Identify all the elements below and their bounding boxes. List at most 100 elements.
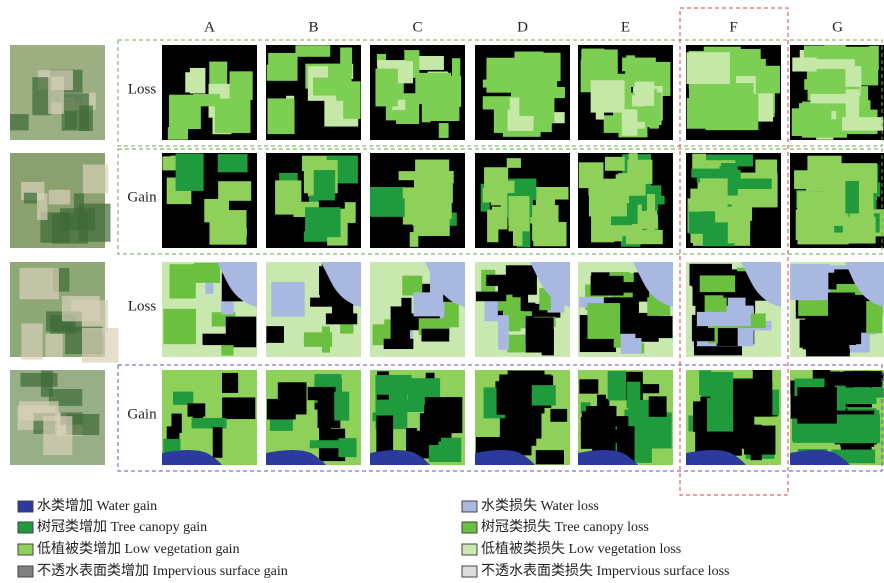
map-patch [736, 179, 772, 189]
legend-label: 低植被类增加 Low vegetation gain [37, 541, 240, 557]
map-patch [413, 292, 444, 316]
map-patch [498, 315, 509, 350]
map-patch [425, 428, 441, 441]
map-patch [622, 109, 638, 135]
map-patch [817, 81, 844, 89]
map-patch [626, 230, 663, 244]
map-patch [579, 379, 598, 393]
row-label: Gain [127, 406, 157, 422]
map-patch [308, 387, 336, 400]
map-patch [270, 99, 284, 124]
thumbnail-patch [49, 190, 71, 205]
map-patch [523, 303, 536, 312]
map-patch [491, 168, 508, 205]
map-patch [792, 108, 831, 136]
map-patch [507, 158, 521, 168]
map-patch [163, 309, 196, 344]
map-patch [635, 316, 672, 338]
map-patch [635, 82, 655, 106]
map-patch [513, 224, 522, 246]
map-patch [295, 45, 330, 57]
map-patch [587, 303, 620, 339]
column-label: D [517, 19, 528, 35]
map-patch [534, 89, 555, 123]
map-patch [171, 414, 181, 433]
map-patch [793, 434, 845, 442]
map-patch [629, 153, 638, 174]
legend-label: 低植被类损失 Low vegetation loss [481, 541, 681, 557]
map-patch [275, 180, 301, 214]
map-patch [697, 312, 751, 326]
thumbnail-patch [62, 296, 100, 321]
map-patch [188, 403, 206, 416]
map-patch [532, 205, 558, 241]
map-patch [415, 73, 451, 104]
map-patch [413, 207, 449, 236]
map-patch [512, 385, 532, 420]
thumbnail-patch [45, 334, 62, 357]
map-patch [173, 392, 193, 405]
legend-swatch [462, 501, 477, 512]
thumbnail-patch [65, 111, 77, 129]
thumbnail-patch [52, 214, 88, 244]
map-patch [310, 298, 332, 307]
map-patch [452, 58, 460, 84]
map-patch [492, 207, 508, 230]
map-patch [510, 97, 520, 126]
map-patch [608, 371, 626, 400]
map-patch [846, 89, 859, 119]
map-patch [550, 409, 567, 422]
column-label: B [308, 19, 318, 35]
legend-label: 水类增加 Water gain [37, 498, 157, 514]
map-patch [218, 181, 251, 201]
map-patch [515, 269, 529, 279]
map-patch [403, 187, 437, 198]
legend-label: 水类损失 Water loss [481, 498, 599, 514]
map-patch [797, 387, 837, 424]
map-patch [222, 373, 238, 393]
map-patch [686, 52, 729, 84]
thumbnail-patch [19, 401, 59, 420]
map-patch [700, 178, 728, 211]
legend-swatch [462, 566, 477, 577]
map-patch [176, 154, 204, 191]
map-patch [845, 181, 859, 214]
map-patch [314, 170, 335, 200]
map-patch [728, 207, 752, 221]
map-patch [869, 46, 879, 71]
map-patch [375, 69, 397, 107]
map-patch [334, 392, 349, 421]
legend-swatch [18, 544, 33, 555]
map-patch [486, 275, 509, 286]
map-patch [497, 383, 512, 415]
map-patch [266, 326, 284, 343]
map-patch [799, 206, 848, 225]
row-label: Loss [128, 81, 157, 97]
map-patch [283, 387, 296, 407]
map-patch [589, 179, 627, 217]
map-patch [494, 107, 508, 133]
map-patch [406, 53, 414, 61]
map-patch [696, 83, 753, 105]
map-patch [733, 382, 772, 417]
row-label: Loss [128, 298, 157, 314]
legend: 水类增加 Water gain 树冠类增加 Tree canopy gain 低… [18, 498, 729, 579]
map-patch [828, 293, 855, 331]
map-patch [192, 418, 227, 429]
legend-swatch [462, 544, 477, 555]
map-patch [689, 200, 702, 211]
map-patch [370, 187, 405, 217]
map-patch [218, 154, 248, 172]
legend-label: 树冠类增加 Tree canopy gain [37, 519, 207, 535]
legend-label: 树冠类损失 Tree canopy loss [481, 519, 649, 535]
map-patch [605, 157, 625, 171]
map-patch [828, 273, 836, 290]
map-patch [310, 440, 346, 448]
map-patch [792, 57, 816, 71]
map-patch [700, 275, 735, 292]
map-patch [213, 228, 246, 237]
map-patch [691, 169, 737, 178]
map-patch [213, 427, 223, 458]
thumbnail-patch [41, 371, 53, 397]
column-label: C [412, 19, 422, 35]
